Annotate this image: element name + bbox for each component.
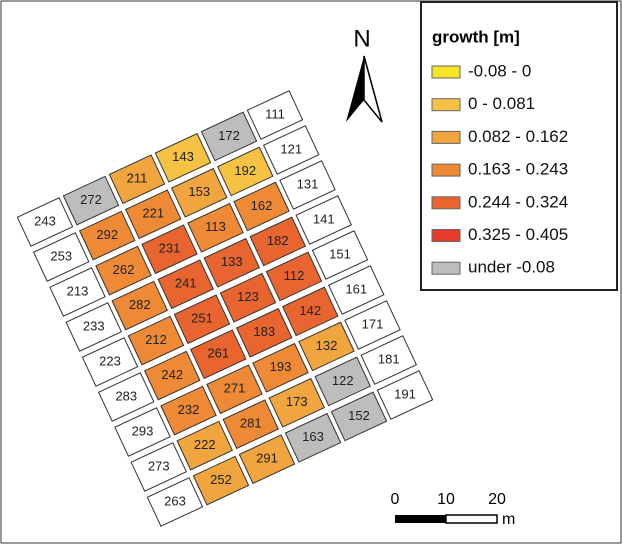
plot-label: 142	[299, 303, 321, 318]
plot-label: 163	[302, 429, 324, 444]
plot-label: 131	[297, 176, 319, 191]
legend-swatch	[432, 197, 460, 209]
plot-label: 222	[194, 437, 216, 452]
legend-swatch	[432, 230, 460, 242]
plot-label: 153	[188, 184, 210, 199]
legend-title: growth [m]	[432, 27, 520, 46]
scale-label: 10	[437, 491, 455, 508]
plot-label: 123	[237, 289, 259, 304]
plot-label: 262	[113, 262, 135, 277]
plot-label: 132	[316, 338, 338, 353]
plot-label: 161	[345, 281, 367, 296]
plot-label: 271	[224, 381, 246, 396]
legend-swatch	[432, 164, 460, 176]
scale-black	[395, 515, 446, 523]
legend-label: 0.325 - 0.405	[468, 225, 568, 244]
plot-label: 253	[50, 248, 72, 263]
plot-label: 281	[240, 416, 262, 431]
north-label: N	[353, 25, 370, 52]
plot-label: 182	[267, 233, 289, 248]
plot-label: 141	[313, 211, 335, 226]
plot-label: 252	[210, 472, 232, 487]
plot-label: 233	[83, 318, 105, 333]
plot-label: 113	[205, 219, 226, 234]
plot-label: 242	[161, 367, 183, 382]
legend-label: 0.082 - 0.162	[468, 127, 568, 146]
plot-label: 212	[145, 332, 167, 347]
plot-label: 172	[218, 128, 240, 143]
plot-label: 291	[256, 451, 278, 466]
plot-label: 162	[251, 198, 273, 213]
plot-label: 232	[178, 402, 200, 417]
plot-label: 241	[175, 276, 197, 291]
plot-label: 192	[234, 163, 256, 178]
plot-label: 243	[34, 213, 56, 228]
plot-label: 151	[329, 246, 351, 261]
plot-label: 211	[127, 171, 148, 186]
plot-label: 231	[159, 241, 181, 256]
legend-swatch	[432, 66, 460, 78]
plot-label: 283	[115, 388, 137, 403]
plot-label: 173	[286, 394, 308, 409]
plot-label: 272	[80, 192, 102, 207]
legend-label: 0 - 0.081	[468, 94, 535, 113]
plot-label: 251	[191, 311, 213, 326]
plot-label: 292	[96, 227, 118, 242]
scale-unit: m	[502, 511, 515, 528]
plot-label: 143	[172, 149, 194, 164]
legend-label: 0.244 - 0.324	[468, 192, 568, 211]
scale-white	[446, 515, 497, 523]
plot-label: 152	[348, 408, 370, 423]
plot-label: 213	[67, 283, 89, 298]
plot-label: 121	[280, 141, 302, 156]
plot-label: 112	[284, 268, 305, 283]
plot-label: 221	[142, 206, 164, 221]
legend-label: -0.08 - 0	[468, 61, 531, 80]
plot-label: 263	[164, 493, 186, 508]
plot-label: 273	[148, 458, 170, 473]
plot-label: 191	[394, 386, 416, 401]
legend-label: 0.163 - 0.243	[468, 160, 568, 179]
plot-label: 223	[99, 353, 121, 368]
plot-label: 181	[378, 351, 400, 366]
scale-label: 20	[488, 491, 506, 508]
plot-label: 293	[132, 423, 154, 438]
plot-label: 171	[362, 316, 384, 331]
legend-swatch	[432, 262, 460, 274]
scale-label: 0	[391, 491, 400, 508]
plot-label: 133	[221, 254, 243, 269]
plot-label: 282	[129, 297, 151, 312]
legend-swatch	[432, 99, 460, 111]
plot-label: 183	[253, 324, 275, 339]
legend-swatch	[432, 131, 460, 143]
plot-label: 261	[207, 346, 229, 361]
map: 111 121 131 141 151 161 171 181 191 172 192 162 182 1…	[0, 0, 622, 544]
legend-label: under -0.08	[468, 258, 555, 277]
plot-label: 111	[265, 106, 285, 121]
plot-label: 193	[270, 359, 292, 374]
plot-label: 122	[332, 373, 354, 388]
